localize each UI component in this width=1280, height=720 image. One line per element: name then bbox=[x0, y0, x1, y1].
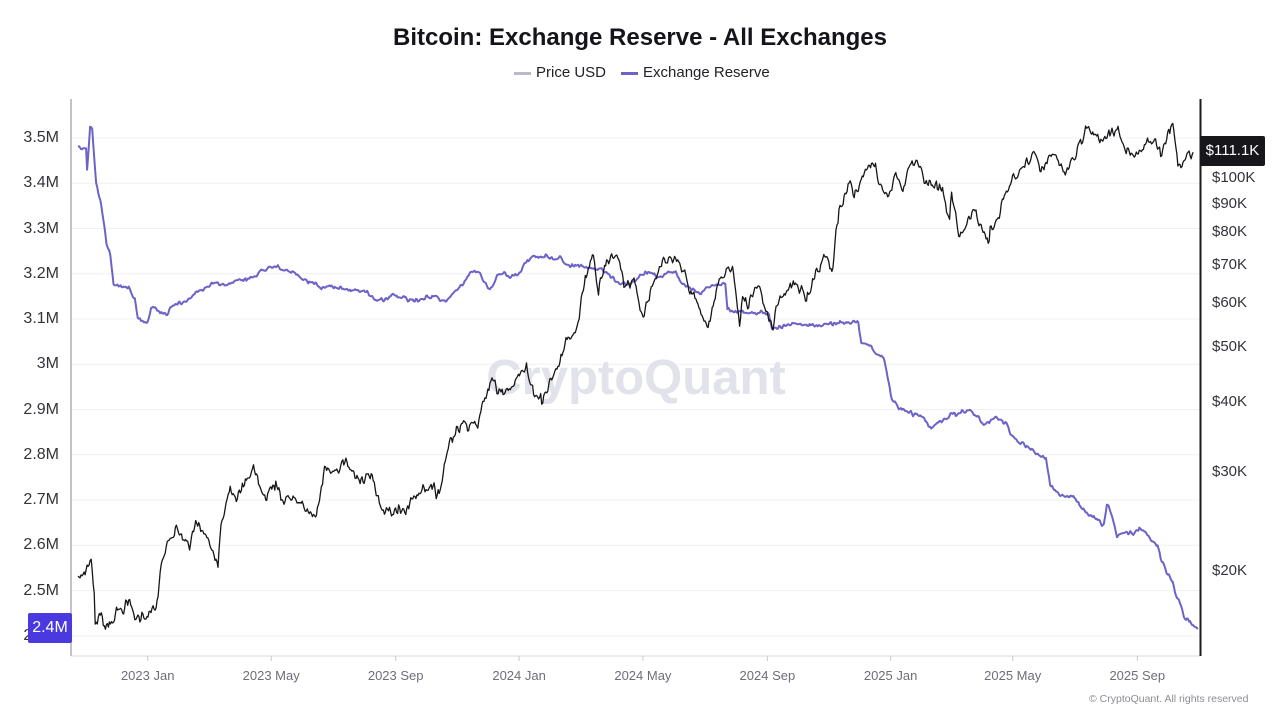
svg-text:CryptoQuant: CryptoQuant bbox=[486, 351, 785, 405]
